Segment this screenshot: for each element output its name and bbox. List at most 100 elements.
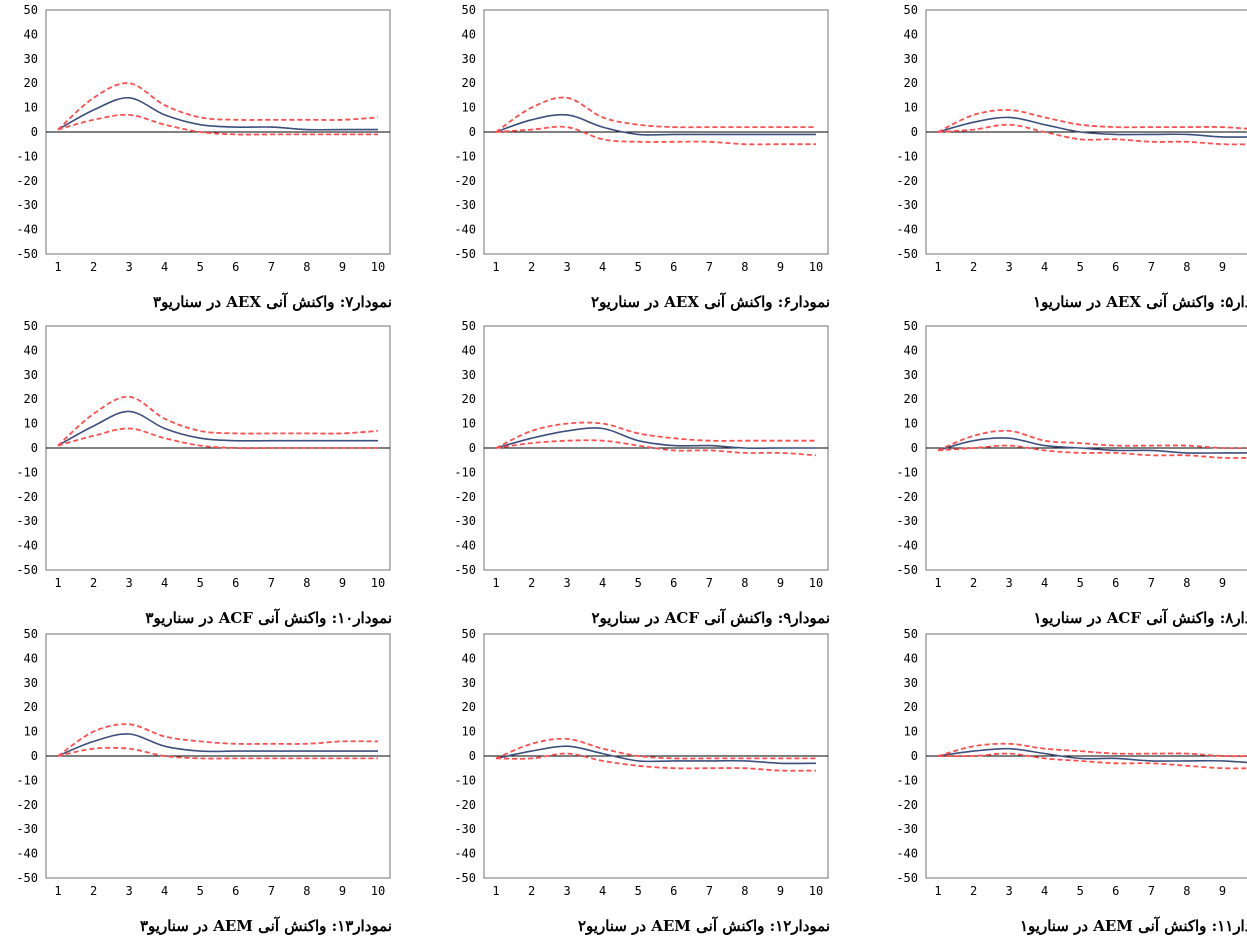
x-tick-label: 4	[161, 576, 168, 590]
x-tick-label: 10	[809, 884, 823, 898]
y-tick-label: 0	[31, 749, 38, 763]
x-tick-label: 2	[528, 576, 535, 590]
chart-caption: نمودار۱۱: واکنش آنی AEM در سناریو۱	[1019, 917, 1247, 935]
chart-caption: نمودار۱۲: واکنش آنی AEM در سناریو۲	[577, 917, 830, 935]
y-tick-label: 40	[462, 651, 476, 665]
y-tick-label: -40	[16, 223, 38, 237]
y-tick-label: -10	[454, 465, 476, 479]
x-tick-label: 1	[54, 260, 61, 274]
x-tick-label: 9	[777, 260, 784, 274]
y-tick-label: -40	[896, 223, 918, 237]
x-tick-label: 3	[125, 576, 132, 590]
x-tick-label: 8	[1183, 884, 1190, 898]
y-tick-label: -30	[454, 822, 476, 836]
upper-band-line	[937, 742, 1247, 758]
upper-band-line	[937, 109, 1247, 133]
y-tick-label: 50	[24, 3, 38, 17]
response-line	[495, 113, 816, 136]
y-tick-label: 20	[462, 392, 476, 406]
x-tick-label: 7	[706, 884, 713, 898]
y-tick-label: -40	[16, 539, 38, 553]
x-tick-label: 1	[54, 884, 61, 898]
y-tick-label: 40	[24, 27, 38, 41]
y-tick-label: -30	[896, 822, 918, 836]
y-tick-label: 0	[469, 441, 476, 455]
y-tick-label: -10	[16, 773, 38, 787]
x-tick-label: 9	[1219, 884, 1226, 898]
chart-caption: نمودار۸: واکنش آنی ACF در سناریو۱	[1033, 609, 1247, 627]
x-tick-label: 8	[303, 576, 310, 590]
y-tick-label: -30	[454, 198, 476, 212]
y-tick-label: -30	[896, 514, 918, 528]
upper-band-line	[495, 96, 817, 133]
x-tick-label: 7	[268, 884, 275, 898]
chart-caption: نمودار۱۰: واکنش آنی ACF در سناریو۳	[145, 609, 392, 627]
y-tick-label: 20	[462, 700, 476, 714]
x-tick-label: 2	[90, 260, 97, 274]
y-tick-label: 0	[911, 749, 918, 763]
y-tick-label: 0	[469, 749, 476, 763]
x-tick-label: 10	[371, 260, 385, 274]
x-tick-label: 5	[1077, 576, 1084, 590]
response-line	[57, 96, 378, 131]
x-tick-label: 10	[809, 576, 823, 590]
x-tick-label: 2	[90, 576, 97, 590]
x-tick-label: 2	[970, 884, 977, 898]
lower-band-line	[937, 123, 1247, 146]
x-tick-label: 10	[371, 576, 385, 590]
y-tick-label: 30	[904, 52, 918, 66]
x-tick-label: 2	[90, 884, 97, 898]
y-tick-label: -20	[896, 798, 918, 812]
response-line	[937, 437, 1247, 454]
chart-caption: نمودار۶: واکنش آنی AEX در سناریو۲	[591, 293, 830, 311]
y-tick-label: 50	[462, 319, 476, 333]
y-tick-label: 40	[904, 27, 918, 41]
lower-band-line	[57, 746, 378, 760]
x-tick-label: 3	[1005, 576, 1012, 590]
x-tick-label: 7	[268, 576, 275, 590]
y-tick-label: 10	[462, 725, 476, 739]
y-tick-label: 30	[462, 52, 476, 66]
chart-caption: نمودار۹: واکنش آنی ACF در سناریو۲	[591, 609, 830, 627]
x-tick-label: 8	[1183, 260, 1190, 274]
y-tick-label: -30	[454, 514, 476, 528]
y-tick-label: 10	[904, 101, 918, 115]
y-tick-label: -20	[16, 174, 38, 188]
x-tick-label: 8	[741, 576, 748, 590]
y-tick-label: 50	[24, 627, 38, 641]
response-line	[495, 745, 817, 765]
x-tick-label: 1	[934, 260, 941, 274]
y-tick-label: -50	[896, 871, 918, 885]
y-tick-label: 10	[462, 417, 476, 431]
y-tick-label: 30	[462, 676, 476, 690]
x-tick-label: 5	[1077, 884, 1084, 898]
x-tick-label: 7	[1148, 576, 1155, 590]
y-tick-label: 0	[31, 441, 38, 455]
y-tick-label: -10	[896, 149, 918, 163]
y-tick-label: -20	[454, 174, 476, 188]
upper-band-line	[57, 395, 379, 447]
y-tick-label: 10	[24, 725, 38, 739]
y-tick-label: -50	[454, 247, 476, 261]
x-tick-label: 6	[232, 576, 239, 590]
lower-band-line	[57, 427, 378, 450]
y-tick-label: -20	[454, 798, 476, 812]
y-tick-label: 0	[31, 125, 38, 139]
y-tick-label: 30	[24, 52, 38, 66]
y-tick-label: 50	[462, 3, 476, 17]
response-line	[57, 733, 379, 757]
upper-band-line	[495, 421, 816, 449]
y-tick-label: 40	[24, 343, 38, 357]
y-tick-label: 20	[24, 700, 38, 714]
y-tick-label: 40	[904, 651, 918, 665]
